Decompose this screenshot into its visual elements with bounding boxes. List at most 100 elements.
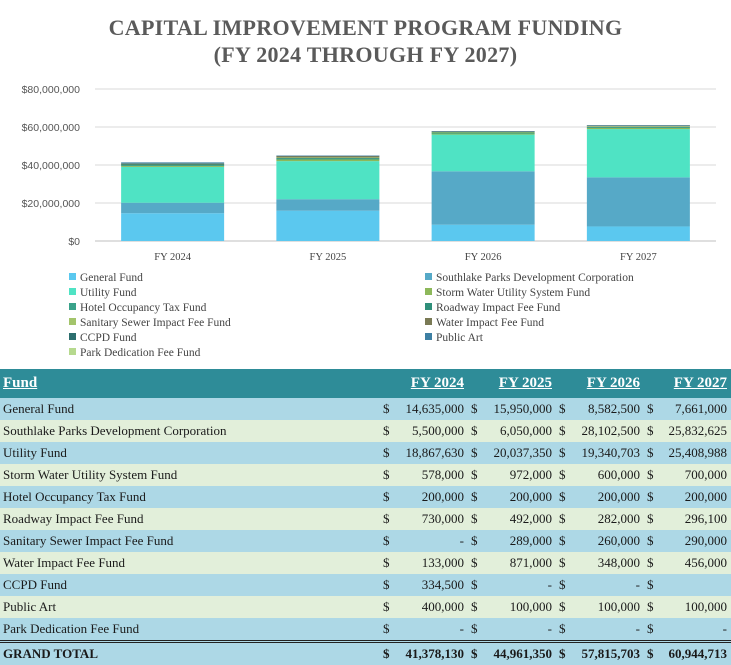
legend-item: Southlake Parks Development Corporation xyxy=(425,271,634,286)
amount-cell: $14,635,000 xyxy=(380,398,468,420)
x-tick-label: FY 2026 xyxy=(465,252,502,263)
bar-segment xyxy=(276,157,380,159)
bar-segment xyxy=(431,133,535,134)
bar-segment xyxy=(121,165,225,167)
amount-cell: $700,000 xyxy=(644,464,731,486)
fund-name-cell: Utility Fund xyxy=(0,442,380,464)
bar-segment xyxy=(431,134,535,172)
bar-segment xyxy=(586,226,690,241)
fund-name-cell: Park Dedication Fee Fund xyxy=(0,618,380,642)
grand-total-row: GRAND TOTAL $41,378,130 $44,961,350 $57,815… xyxy=(0,640,731,665)
legend-swatch xyxy=(69,348,76,355)
amount-cell: $456,000 xyxy=(644,552,731,574)
bar-segment xyxy=(586,125,690,126)
amount-cell: $296,100 xyxy=(644,508,731,530)
bar-segment xyxy=(586,127,690,130)
amount-cell: $334,500 xyxy=(380,574,468,596)
bar-segment xyxy=(276,159,380,162)
amount-cell: $ xyxy=(644,574,731,596)
table-row: Water Impact Fee Fund $133,000 $871,000 $34… xyxy=(0,552,731,574)
bar-segment xyxy=(276,210,380,241)
table-row: Sanitary Sewer Impact Fee Fund $ - $289,000… xyxy=(0,530,731,552)
x-tick-label: FY 2025 xyxy=(310,252,347,263)
fund-name-cell: CCPD Fund xyxy=(0,574,380,596)
legend-swatch xyxy=(425,333,432,340)
amount-cell: $15,950,000 xyxy=(468,398,556,420)
table-row: Roadway Impact Fee Fund $730,000 $492,000 $… xyxy=(0,508,731,530)
legend-swatch xyxy=(425,288,432,295)
bar-segment xyxy=(431,224,535,241)
legend-item: CCPD Fund xyxy=(69,331,137,346)
legend-label: Public Art xyxy=(436,332,483,344)
legend-swatch xyxy=(425,318,432,325)
header-fy2027: FY 2027 xyxy=(644,369,731,398)
legend-swatch xyxy=(69,288,76,295)
bar-segment xyxy=(276,157,380,159)
legend-item: Water Impact Fee Fund xyxy=(425,316,544,331)
legend-label: Southlake Parks Development Corporation xyxy=(436,272,634,284)
table-row: Southlake Parks Development Corporation $… xyxy=(0,420,731,442)
legend-label: Utility Fund xyxy=(80,287,137,299)
amount-cell: $200,000 xyxy=(380,486,468,508)
x-tick-label: FY 2024 xyxy=(154,252,191,263)
bar-segment xyxy=(586,129,690,178)
bar-segment xyxy=(121,164,225,166)
table-row: Utility Fund $18,867,630 $20,037,350 $19,34… xyxy=(0,442,731,464)
amount-cell: $ - xyxy=(468,618,556,642)
legend-label: CCPD Fund xyxy=(80,332,137,344)
amount-cell: $578,000 xyxy=(380,464,468,486)
amount-cell: $100,000 xyxy=(644,596,731,618)
legend-label: Sanitary Sewer Impact Fee Fund xyxy=(80,317,231,329)
amount-cell: $200,000 xyxy=(468,486,556,508)
amount-cell: $ - xyxy=(380,618,468,642)
y-tick-label: $0 xyxy=(68,236,80,248)
legend-item: Storm Water Utility System Fund xyxy=(425,286,590,301)
fund-name-cell: Public Art xyxy=(0,596,380,618)
bar-segment xyxy=(586,125,690,127)
amount-cell: $44,961,350 xyxy=(468,640,556,665)
amount-cell: $100,000 xyxy=(468,596,556,618)
bar-segment xyxy=(431,131,535,132)
legend-swatch xyxy=(69,303,76,310)
amount-cell: $730,000 xyxy=(380,508,468,530)
amount-cell: $5,500,000 xyxy=(380,420,468,442)
stacked-bar-chart: $0 $20,000,000 $40,000,000 $60,000,000 $80,0… xyxy=(22,84,716,263)
bar-segment xyxy=(121,213,225,241)
funding-table: Fund FY 2024 FY 2025 FY 2026 FY 2027 Gen… xyxy=(0,369,731,665)
bar-segment xyxy=(276,199,380,211)
chart-title: CAPITAL IMPROVEMENT PROGRAM FUNDING (FY … xyxy=(0,14,731,68)
bar-segment xyxy=(121,166,225,203)
bar-segment xyxy=(586,126,690,127)
table-row: General Fund $14,635,000 $15,950,000 $8,582… xyxy=(0,398,731,420)
amount-cell: $8,582,500 xyxy=(556,398,644,420)
header-fund: Fund xyxy=(0,369,380,398)
amount-cell: $200,000 xyxy=(644,486,731,508)
bar-segment xyxy=(431,132,535,134)
legend-swatch xyxy=(69,333,76,340)
amount-cell: $18,867,630 xyxy=(380,442,468,464)
amount-cell: $57,815,703 xyxy=(556,640,644,665)
table-row: CCPD Fund $334,500 $ - $ - $ xyxy=(0,574,731,596)
bar-segment xyxy=(431,171,535,225)
amount-cell: $492,000 xyxy=(468,508,556,530)
bar-segment xyxy=(276,161,380,200)
bar-segment xyxy=(431,132,535,133)
legend-label: Park Dedication Fee Fund xyxy=(80,347,201,359)
fund-name-cell: Hotel Occupancy Tax Fund xyxy=(0,486,380,508)
legend-item: Sanitary Sewer Impact Fee Fund xyxy=(69,316,231,331)
amount-cell: $7,661,000 xyxy=(644,398,731,420)
bar-segment xyxy=(276,155,380,158)
bar-segment xyxy=(121,163,225,164)
fund-name-cell: Storm Water Utility System Fund xyxy=(0,464,380,486)
legend-label: General Fund xyxy=(80,272,143,284)
bar-segment xyxy=(276,155,380,157)
bar-segment xyxy=(586,127,690,128)
fund-name-cell: GRAND TOTAL xyxy=(0,640,380,665)
fund-name-cell: Southlake Parks Development Corporation xyxy=(0,420,380,442)
amount-cell: $ - xyxy=(644,618,731,642)
amount-cell: $25,408,988 xyxy=(644,442,731,464)
bar-segment xyxy=(121,163,225,165)
bar-segment xyxy=(431,133,535,135)
legend-label: Hotel Occupancy Tax Fund xyxy=(80,302,207,314)
amount-cell: $ - xyxy=(556,618,644,642)
